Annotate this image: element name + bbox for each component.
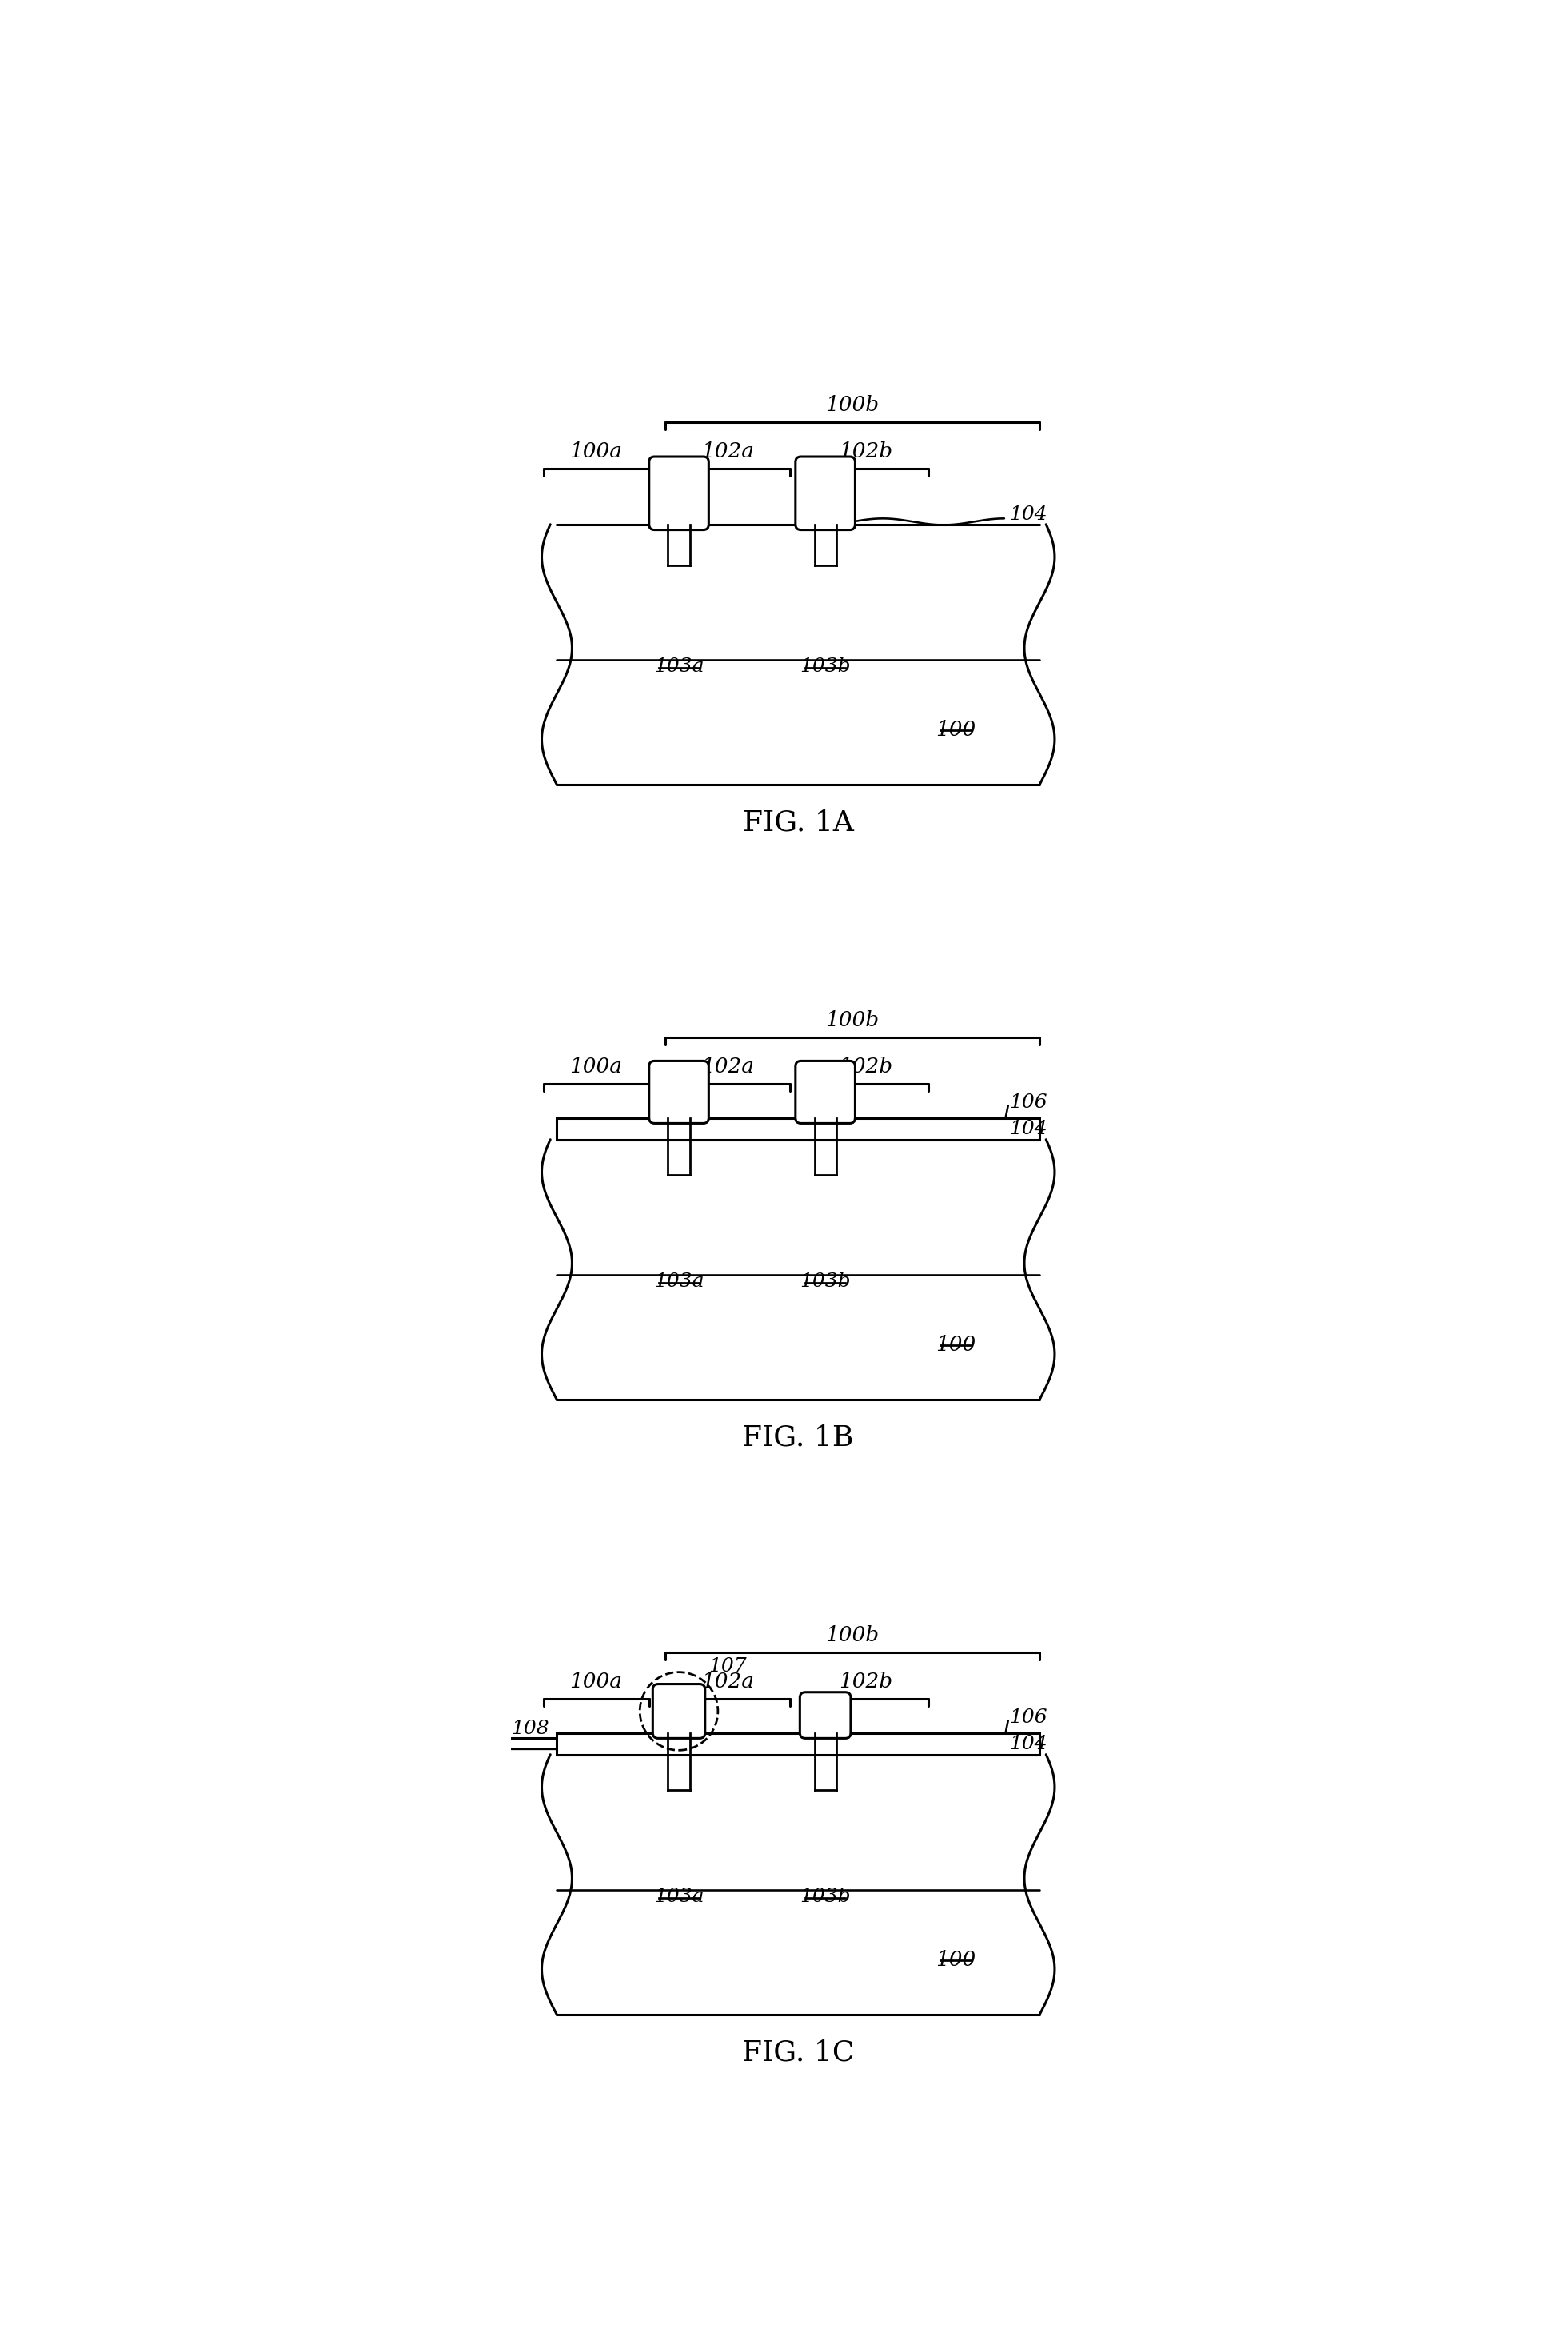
Text: 100: 100 — [936, 1334, 975, 1355]
Text: 100: 100 — [936, 1949, 975, 1970]
Text: 102a: 102a — [701, 442, 754, 463]
FancyBboxPatch shape — [649, 1061, 709, 1124]
Text: 104: 104 — [1010, 505, 1047, 523]
FancyBboxPatch shape — [795, 1061, 855, 1124]
FancyBboxPatch shape — [649, 456, 709, 530]
Text: 100b: 100b — [826, 395, 880, 416]
Text: 100a: 100a — [569, 1671, 622, 1692]
Text: 102b: 102b — [839, 1671, 892, 1692]
Text: 103b: 103b — [800, 1888, 851, 1905]
FancyBboxPatch shape — [795, 456, 855, 530]
Text: 102b: 102b — [839, 442, 892, 463]
Text: 102b: 102b — [839, 1056, 892, 1077]
Text: 108: 108 — [511, 1720, 549, 1739]
Text: 107: 107 — [709, 1657, 746, 1676]
Text: 100a: 100a — [569, 442, 622, 463]
Text: FIG. 1B: FIG. 1B — [742, 1423, 855, 1451]
Text: 103a: 103a — [654, 1271, 704, 1290]
Text: 100b: 100b — [826, 1010, 880, 1031]
Text: 102a: 102a — [701, 1671, 754, 1692]
Text: FIG. 1A: FIG. 1A — [743, 809, 853, 837]
FancyBboxPatch shape — [800, 1692, 851, 1739]
Text: 103b: 103b — [800, 1271, 851, 1290]
Text: 106: 106 — [1010, 1708, 1047, 1727]
Text: 103b: 103b — [800, 657, 851, 675]
Text: 106: 106 — [1010, 1094, 1047, 1112]
Text: 100a: 100a — [569, 1056, 622, 1077]
Text: 100b: 100b — [826, 1627, 880, 1645]
Text: 104: 104 — [1010, 1734, 1047, 1753]
Text: 104: 104 — [1010, 1119, 1047, 1138]
Text: 103a: 103a — [654, 657, 704, 675]
Text: 103a: 103a — [654, 1888, 704, 1905]
Text: 102a: 102a — [701, 1056, 754, 1077]
Text: FIG. 1C: FIG. 1C — [742, 2040, 855, 2066]
FancyBboxPatch shape — [652, 1685, 706, 1739]
Text: 100: 100 — [936, 720, 975, 741]
Bar — [557, 1117, 1040, 1140]
Bar — [557, 1732, 1040, 1755]
